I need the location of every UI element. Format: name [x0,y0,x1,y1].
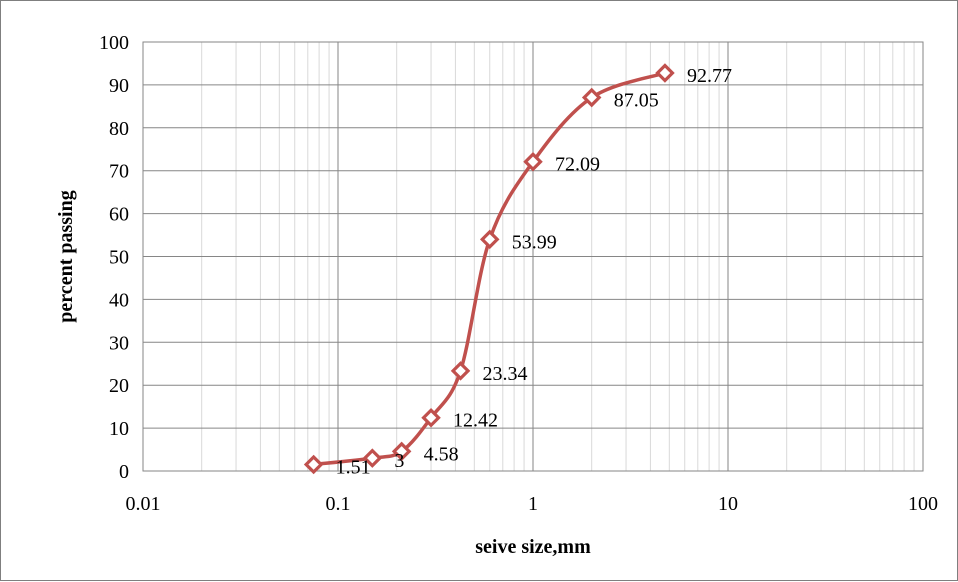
data-point-marker [655,63,675,83]
y-tick-label: 10 [109,418,129,440]
x-tick-label: 10 [718,493,738,515]
y-tick-label: 40 [109,289,129,311]
y-axis-title: percent passing [55,190,77,322]
x-tick-label: 1 [528,493,538,515]
x-tick-label: 100 [908,493,938,515]
data-point-marker [450,361,471,381]
y-tick-label: 60 [109,204,129,226]
data-point-marker [523,151,543,172]
data-label: 92.77 [687,65,732,87]
y-tick-label: 50 [109,247,129,269]
x-axis-title: seive size,mm [475,536,591,558]
x-tick-label: 0.1 [326,493,351,515]
data-label: 4.58 [424,443,459,465]
y-tick-label: 90 [109,75,129,97]
y-axis-tick-labels: 0 10 20 30 40 50 60 70 80 90 100 [99,32,129,483]
data-labels: 1.51 3 4.58 12.42 23.34 53.99 72.09 87.05 92.77 [336,65,732,479]
y-tick-label: 30 [109,332,129,354]
data-label: 3 [394,450,404,472]
data-markers [303,63,675,475]
y-tick-label: 80 [109,118,129,140]
data-label: 1.51 [336,457,371,479]
data-label: 72.09 [555,154,600,176]
data-point-marker [421,407,441,428]
data-label: 23.34 [483,363,528,385]
data-label: 87.05 [614,90,659,112]
plot-area-border [142,41,924,472]
y-tick-label: 0 [119,461,129,483]
grading-curve-line [313,71,666,467]
y-tick-label: 20 [109,375,129,397]
x-tick-label: 0.01 [126,493,161,515]
data-point-marker [362,448,383,468]
data-point-marker [303,454,324,475]
data-point-marker [391,441,412,462]
data-label: 12.42 [453,410,498,432]
data-point-marker [581,87,602,108]
x-axis-tick-labels: 0.01 0.1 1 10 100 [126,493,939,515]
data-label: 53.99 [512,231,557,253]
data-point-marker [479,229,500,250]
y-tick-label: 100 [99,32,129,54]
y-tick-label: 70 [109,161,129,183]
